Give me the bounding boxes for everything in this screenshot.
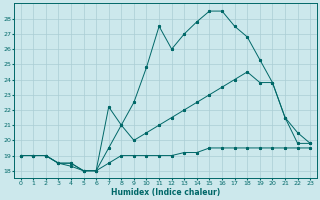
X-axis label: Humidex (Indice chaleur): Humidex (Indice chaleur) (111, 188, 220, 197)
